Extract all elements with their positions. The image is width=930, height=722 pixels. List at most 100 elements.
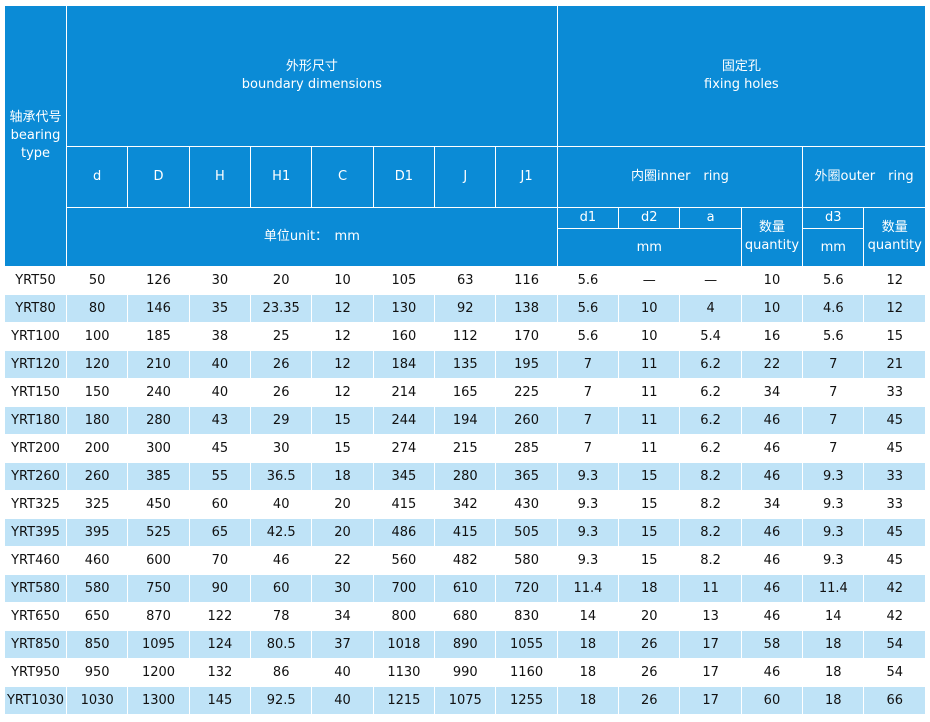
cell: 1075 <box>434 686 497 715</box>
cell: 280 <box>127 406 190 435</box>
cell: 38 <box>188 322 252 351</box>
cell: 342 <box>434 490 497 519</box>
cell: 12 <box>311 350 374 379</box>
cell: 135 <box>434 350 497 379</box>
cell: 9.3 <box>556 490 620 519</box>
cell: 18 <box>802 686 865 715</box>
cell: 33 <box>863 490 926 519</box>
cell: 45 <box>863 546 926 575</box>
cell: 46 <box>740 462 804 491</box>
table-row: YRT120 120 210 40 26 12 184 135 195 7 11 6.2 22 7 21 <box>4 350 926 379</box>
cell: 46 <box>740 574 804 603</box>
cell: 990 <box>434 658 497 687</box>
cell: 4.6 <box>802 294 865 323</box>
bearing-type: YRT200 <box>4 434 67 463</box>
table-row: YRT180 180 280 43 29 15 244 194 260 7 11 6.2 46 7 45 <box>4 406 926 435</box>
cell: 60 <box>740 686 804 715</box>
cell: 86 <box>250 658 313 687</box>
cell: 750 <box>127 574 190 603</box>
quantity-header: 数量 quantity <box>863 207 926 267</box>
label: 数量 <box>758 220 785 235</box>
cell: 1160 <box>495 658 558 687</box>
column-header: D1 <box>372 146 436 208</box>
cell: 46 <box>740 518 804 547</box>
cell: 22 <box>311 546 374 575</box>
column-header: H <box>188 146 252 208</box>
label: 外形尺寸 <box>285 59 338 74</box>
cell: 21 <box>863 350 926 379</box>
cell: 1055 <box>495 630 558 659</box>
cell: 7 <box>802 406 865 435</box>
cell: 92 <box>434 294 497 323</box>
cell: 10 <box>618 294 681 323</box>
cell: 9.3 <box>802 490 865 519</box>
label: type <box>20 146 51 161</box>
cell: 15 <box>618 518 681 547</box>
cell: 11 <box>618 378 681 407</box>
cell: 650 <box>65 602 129 631</box>
cell: 18 <box>802 658 865 687</box>
cell: 43 <box>188 406 252 435</box>
cell: 385 <box>127 462 190 491</box>
cell: 210 <box>127 350 190 379</box>
column-header: D <box>127 146 190 208</box>
cell: 185 <box>127 322 190 351</box>
cell: 11 <box>679 574 742 603</box>
table-row: YRT650 650 870 122 78 34 800 680 830 14 20 13 46 14 42 <box>4 602 926 631</box>
cell: 12 <box>311 294 374 323</box>
cell: 600 <box>127 546 190 575</box>
cell: 58 <box>740 630 804 659</box>
cell: 200 <box>65 434 129 463</box>
cell: 195 <box>495 350 558 379</box>
cell: 112 <box>434 322 497 351</box>
cell: 12 <box>863 294 926 323</box>
cell: 122 <box>188 602 252 631</box>
cell: 7 <box>802 350 865 379</box>
bearing-type: YRT150 <box>4 378 67 407</box>
mm-header: mm <box>556 228 742 267</box>
cell: 700 <box>372 574 436 603</box>
table-row: YRT460 460 600 70 46 22 560 482 580 9.3 15 8.2 46 9.3… <box>4 546 926 575</box>
cell: 1300 <box>127 686 190 715</box>
cell: 37 <box>311 630 374 659</box>
cell: 17 <box>679 630 742 659</box>
cell: 35 <box>188 294 252 323</box>
cell: 15 <box>618 490 681 519</box>
cell: 720 <box>495 574 558 603</box>
cell: 18 <box>556 630 620 659</box>
cell: 36.5 <box>250 462 313 491</box>
cell: 830 <box>495 602 558 631</box>
cell: 15 <box>311 434 374 463</box>
cell: 18 <box>618 574 681 603</box>
cell: 63 <box>434 266 497 295</box>
cell: 5.6 <box>556 294 620 323</box>
cell: 20 <box>250 266 313 295</box>
cell: 42 <box>863 574 926 603</box>
cell: 5.4 <box>679 322 742 351</box>
cell: 45 <box>188 434 252 463</box>
cell: 8.2 <box>679 490 742 519</box>
quantity-header: 数量 quantity <box>740 207 804 267</box>
cell: 15 <box>863 322 926 351</box>
cell: 18 <box>556 686 620 715</box>
cell: 66 <box>863 686 926 715</box>
cell: 26 <box>618 658 681 687</box>
cell: 430 <box>495 490 558 519</box>
cell: — <box>618 266 681 295</box>
cell: 580 <box>65 574 129 603</box>
cell: 1200 <box>127 658 190 687</box>
cell: 5.6 <box>802 266 865 295</box>
bearing-type: YRT1030 <box>4 686 67 715</box>
table-row: YRT50 50 126 30 20 10 105 63 116 5.6— —10 5.6 12 <box>4 266 926 295</box>
cell: 12 <box>863 266 926 295</box>
column-header: H1 <box>250 146 313 208</box>
cell: 450 <box>127 490 190 519</box>
bearing-type: YRT100 <box>4 322 67 351</box>
cell: 25 <box>250 322 313 351</box>
cell: 9.3 <box>556 546 620 575</box>
cell: 170 <box>495 322 558 351</box>
cell: 34 <box>740 378 804 407</box>
cell: 11 <box>618 350 681 379</box>
column-header: J <box>434 146 497 208</box>
cell: 9.3 <box>556 518 620 547</box>
